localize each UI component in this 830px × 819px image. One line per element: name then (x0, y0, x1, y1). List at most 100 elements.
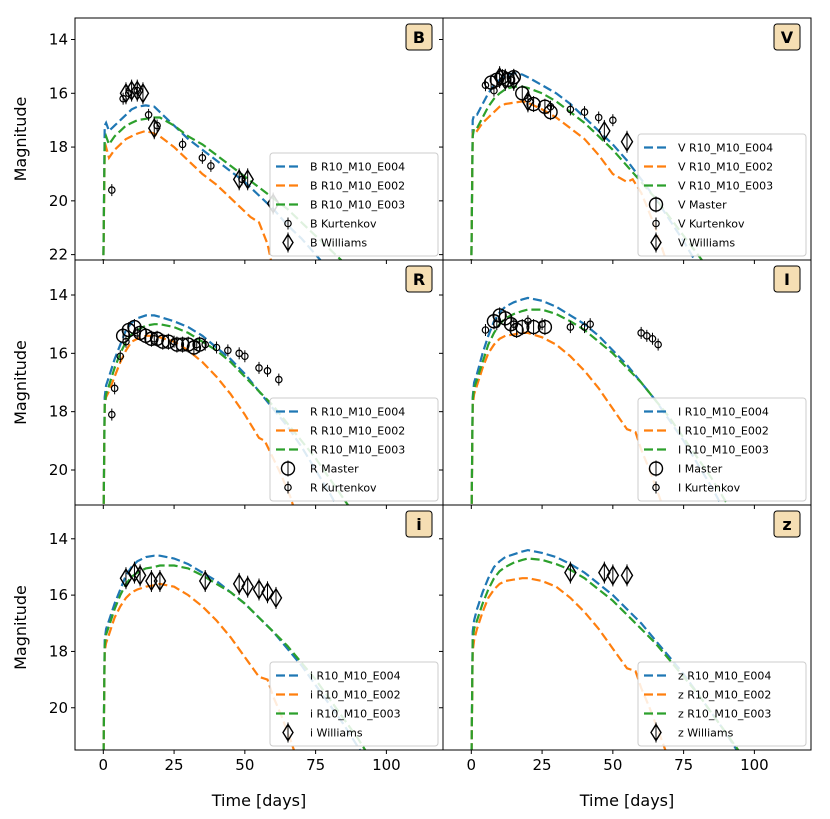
legend-label: V Master (678, 199, 727, 212)
legend-swatch-diamond (282, 723, 294, 742)
y-tick-label: 14 (49, 31, 68, 49)
series-line-I-R10_M10_E002 (470, 331, 664, 505)
legend-label: I R10_M10_E003 (678, 444, 769, 457)
data-point-V-Kurtenkov (490, 86, 498, 95)
data-point-R-Kurtenkov (170, 337, 178, 346)
legend-label: V Williams (678, 237, 735, 250)
data-point-I-Kurtenkov (637, 329, 645, 337)
x-tick-label: 75 (306, 756, 325, 774)
data-point-z-Williams (606, 565, 620, 586)
y-tick-label: 20 (49, 461, 68, 479)
x-axis-label: Time [days] (211, 791, 307, 810)
band-label: z (782, 515, 791, 534)
data-point-i-Williams (261, 581, 274, 603)
data-point-I-Kurtenkov (524, 317, 532, 326)
data-point-i-Williams (198, 570, 212, 592)
y-tick-label: 20 (49, 699, 68, 717)
legend-label: R Master (310, 463, 359, 476)
data-point-I-Master (537, 319, 553, 335)
series-line-R-R10_M10_E004 (102, 314, 338, 505)
data-point-I-Kurtenkov (509, 320, 518, 328)
legend-box (269, 661, 439, 747)
data-point-V-Williams (598, 120, 611, 142)
data-point-R-Kurtenkov (241, 352, 249, 361)
y-axis-label: Magnitude (11, 340, 30, 425)
legend-label: R R10_M10_E003 (310, 444, 405, 457)
data-point-V-Williams (620, 131, 634, 153)
legend-label: z Williams (678, 727, 734, 740)
data-point-R-Kurtenkov (263, 367, 272, 375)
legend-label: i R10_M10_E004 (310, 670, 401, 683)
band-label: B (413, 28, 425, 47)
legend-label: i Williams (310, 727, 363, 740)
band-badge (773, 265, 801, 293)
band-label: I (784, 270, 790, 289)
y-tick-label: 22 (49, 246, 68, 264)
data-point-R-Kurtenkov (192, 340, 201, 349)
series-line-V-R10_M10_E002 (470, 100, 668, 260)
data-point-I-Kurtenkov (643, 332, 651, 340)
data-point-i-Williams (252, 579, 266, 600)
data-point-R-Kurtenkov (133, 329, 142, 337)
y-axis-label: Magnitude (11, 585, 30, 670)
data-point-V-Williams (507, 69, 521, 91)
legend-label: B R10_M10_E002 (310, 180, 405, 193)
legend-label: B Williams (310, 237, 367, 250)
legend-label: z R10_M10_E002 (678, 689, 771, 702)
y-tick-label: 16 (49, 344, 68, 362)
series-line-i-R10_M10_E002 (102, 582, 296, 750)
legend-label: B R10_M10_E004 (310, 161, 405, 174)
data-point-i-Williams (241, 576, 254, 598)
y-tick-label: 14 (49, 286, 68, 304)
legend-box (269, 397, 439, 502)
legend-swatch-diamond (650, 233, 662, 252)
data-point-V-Williams (521, 91, 535, 112)
data-point-R-Kurtenkov (122, 337, 130, 346)
axes-frame (442, 504, 812, 751)
x-tick-label: 100 (372, 756, 401, 774)
legend-swatch-circle (652, 219, 660, 228)
data-point-V-Kurtenkov (481, 81, 490, 90)
x-tick-label: 75 (674, 756, 693, 774)
x-tick-label: 25 (533, 756, 552, 774)
y-tick-label: 18 (49, 642, 68, 660)
legend-label: V R10_M10_E002 (678, 161, 773, 174)
x-tick-label: 50 (603, 756, 622, 774)
series-line-B-R10_M10_E002 (102, 129, 273, 260)
data-point-R-Kurtenkov (108, 410, 116, 419)
x-tick-label: 25 (165, 756, 184, 774)
legend-box (637, 661, 807, 747)
x-tick-label: 0 (467, 756, 477, 774)
legend-box (637, 397, 807, 502)
legend-label: R R10_M10_E002 (310, 425, 405, 438)
legend-label: R R10_M10_E004 (310, 406, 405, 419)
data-point-I-Kurtenkov (654, 340, 662, 349)
panel-B: 14 16 18 20 22 B B R10_M10_E004 B R10_M10_E002 B… (49, 17, 444, 264)
data-point-R-Kurtenkov (150, 334, 159, 343)
legend-label: B R10_M10_E003 (310, 199, 405, 212)
data-point-R-Kurtenkov (110, 384, 119, 393)
data-point-V-Kurtenkov (594, 113, 603, 122)
data-point-R-Kurtenkov (116, 352, 125, 361)
x-tick-label: 100 (740, 756, 769, 774)
data-point-B-Williams (119, 82, 133, 104)
data-point-R-Kurtenkov (275, 375, 283, 384)
data-point-i-Williams (153, 570, 167, 592)
data-point-R-Kurtenkov (224, 346, 232, 355)
panel-I: I I R10_M10_E004 I R10_M10_E002 I R10_M10_E… (439, 259, 812, 509)
series-line-V-R10_M10_E004 (470, 71, 696, 260)
x-tick-label: 0 (99, 756, 109, 774)
band-label: R (413, 270, 425, 289)
data-point-z-Williams (564, 562, 577, 583)
band-badge (773, 23, 801, 51)
data-point-V-Master (526, 96, 541, 112)
data-point-V-Kurtenkov (609, 116, 617, 124)
legend-label: i R10_M10_E003 (310, 708, 401, 721)
legend-label: R Kurtenkov (310, 482, 377, 495)
legend-label: I R10_M10_E004 (678, 406, 769, 419)
legend-swatch-diamond (650, 723, 662, 742)
data-point-R-Master (169, 337, 185, 352)
legend-swatch-circle (648, 461, 664, 476)
series-line-R-R10_M10_E002 (102, 334, 295, 505)
